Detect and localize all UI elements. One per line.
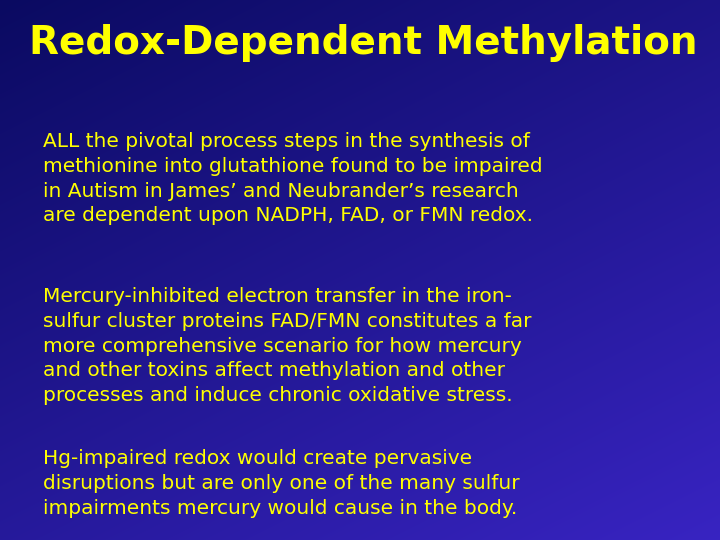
Text: ALL the pivotal process steps in the synthesis of
methionine into glutathione fo: ALL the pivotal process steps in the syn… xyxy=(43,132,543,225)
Text: Redox-Dependent Methylation: Redox-Dependent Methylation xyxy=(29,24,697,62)
Text: Mercury-inhibited electron transfer in the iron-
sulfur cluster proteins FAD/FMN: Mercury-inhibited electron transfer in t… xyxy=(43,287,531,405)
Text: Hg-impaired redox would create pervasive
disruptions but are only one of the man: Hg-impaired redox would create pervasive… xyxy=(43,449,520,518)
